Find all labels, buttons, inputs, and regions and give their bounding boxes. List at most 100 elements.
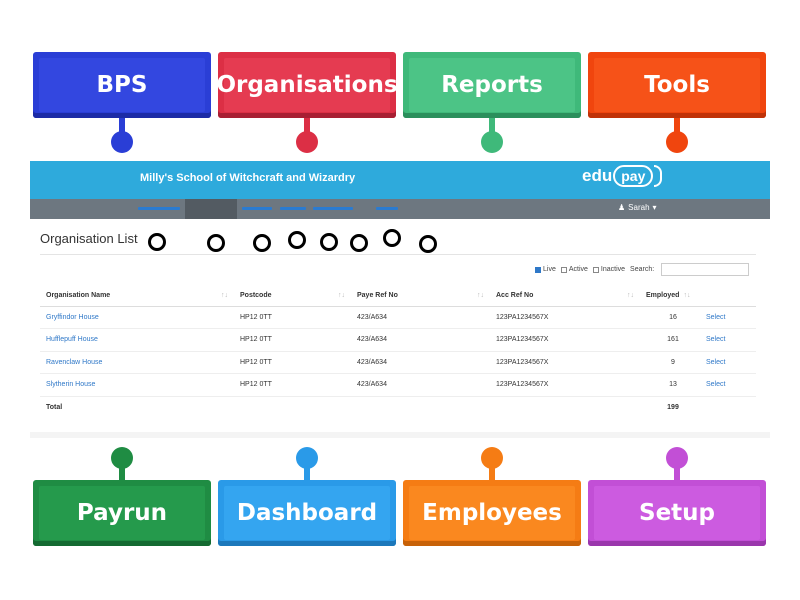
drop-target-marker-5[interactable]: [320, 233, 338, 251]
label-tile-organisations[interactable]: Organisations: [218, 52, 396, 118]
active-checkbox[interactable]: Active: [560, 266, 588, 273]
label-tile-reports[interactable]: Reports: [403, 52, 581, 118]
label-text: Tools: [644, 72, 710, 98]
label-text: Employees: [422, 500, 562, 526]
live-checkbox[interactable]: Live: [535, 266, 556, 273]
logo-pay: pay: [613, 165, 654, 187]
acc-ref-cell: 123PA1234567X: [490, 373, 640, 397]
drop-target-marker-8[interactable]: [419, 235, 437, 253]
label-text: Organisations: [218, 72, 396, 98]
select-link[interactable]: Select: [700, 328, 756, 352]
sort-icon[interactable]: ↑↓: [627, 292, 634, 300]
nav-item-obscured[interactable]: [242, 207, 272, 210]
label-tile-tools[interactable]: Tools: [588, 52, 766, 118]
postcode-cell: HP12 0TT: [234, 351, 351, 374]
empty-cell: [700, 396, 756, 419]
column-header-employed[interactable]: Employed ↑↓: [640, 286, 700, 307]
empty-cell: [490, 396, 640, 419]
column-label: Employed: [646, 292, 680, 300]
checkbox-box[interactable]: [592, 266, 599, 273]
postcode-cell: HP12 0TT: [234, 328, 351, 352]
column-header-organisation-name[interactable]: Organisation Name ↑↓: [40, 286, 234, 307]
checkbox-label: Active: [568, 266, 588, 273]
organisation-table: Organisation Name ↑↓ Postcode ↑↓ Paye Ref …: [40, 286, 756, 419]
sort-icon[interactable]: ↑↓: [221, 292, 228, 300]
checkbox-label: Live: [543, 266, 556, 273]
user-name: Sarah: [628, 203, 650, 212]
sort-icon[interactable]: ↑↓: [338, 292, 345, 300]
select-link[interactable]: Select: [700, 351, 756, 374]
filter-bar: Live Active Inactive Search:: [535, 263, 750, 276]
table-header-row: Organisation Name ↑↓ Postcode ↑↓ Paye Ref …: [40, 286, 756, 307]
acc-ref-cell: 123PA1234567X: [490, 328, 640, 352]
label-tile-payrun[interactable]: Payrun: [33, 480, 211, 546]
pin-dot: [296, 131, 318, 153]
organisation-name-link[interactable]: Ravenclaw House: [40, 351, 234, 374]
nav-item-obscured[interactable]: [280, 207, 306, 210]
select-link[interactable]: Select: [700, 373, 756, 397]
total-label: Total: [46, 404, 63, 411]
pin-dot: [111, 131, 133, 153]
label-tile-setup[interactable]: Setup: [588, 480, 766, 546]
organisation-name-link[interactable]: Gryffindor House: [40, 306, 234, 329]
pin-dot: [481, 447, 503, 469]
sort-icon[interactable]: ↑↓: [477, 292, 484, 300]
postcode-cell: HP12 0TT: [234, 306, 351, 329]
employed-cell: 13: [640, 373, 700, 397]
drop-target-marker-2[interactable]: [207, 234, 225, 252]
search-input[interactable]: [661, 263, 750, 276]
label-text: Setup: [639, 500, 715, 526]
pin-stem: [489, 118, 495, 132]
pin-dot: [296, 447, 318, 469]
paye-ref-cell: 423/A634: [351, 328, 490, 352]
empty-cell: [234, 396, 351, 419]
employed-cell: 9: [640, 351, 700, 374]
select-link[interactable]: Select: [700, 306, 756, 329]
drop-target-marker-3[interactable]: [253, 234, 271, 252]
paye-ref-cell: 423/A634: [351, 351, 490, 374]
drop-target-marker-6[interactable]: [350, 234, 368, 252]
pin-stem: [304, 466, 310, 480]
acc-ref-cell: 123PA1234567X: [490, 351, 640, 374]
organisation-name-link[interactable]: Slytherin House: [40, 373, 234, 397]
label-tile-employees[interactable]: Employees: [403, 480, 581, 546]
screenshot-footer: [30, 432, 770, 438]
label-text: Dashboard: [236, 500, 378, 526]
table-row: Hufflepuff House HP12 0TT 423/A634 123PA…: [40, 328, 756, 352]
pin-dot: [666, 447, 688, 469]
inactive-checkbox[interactable]: Inactive: [592, 266, 625, 273]
school-name: Milly's School of Witchcraft and Wizardr…: [140, 172, 356, 184]
pin-stem: [119, 118, 125, 132]
pin-stem: [674, 466, 680, 480]
pin-stem: [674, 118, 680, 132]
pin-dot: [481, 131, 503, 153]
postcode-cell: HP12 0TT: [234, 373, 351, 397]
chevron-down-icon: ▾: [652, 203, 657, 212]
nav-item-obscured[interactable]: [138, 207, 180, 210]
checkbox-box[interactable]: [535, 266, 541, 273]
sort-icon[interactable]: ↑↓: [683, 292, 691, 300]
pin-stem: [119, 466, 125, 480]
column-header-postcode[interactable]: Postcode ↑↓: [234, 286, 351, 307]
nav-bar: ♟ Sarah ▾: [30, 199, 770, 253]
drop-target-marker-4[interactable]: [288, 231, 306, 249]
pin-stem: [304, 118, 310, 132]
column-header-acc-ref[interactable]: Acc Ref No ↑↓: [490, 286, 640, 307]
logo-text: edu: [582, 166, 613, 185]
column-header-paye-ref[interactable]: Paye Ref No ↑↓: [351, 286, 490, 307]
label-tile-bps[interactable]: BPS: [33, 52, 211, 118]
search-label: Search:: [630, 266, 655, 273]
nav-item-obscured[interactable]: [313, 207, 353, 210]
organisation-name-link[interactable]: Hufflepuff House: [40, 328, 234, 352]
drop-target-marker-7[interactable]: [383, 229, 401, 247]
table-row: Gryffindor House HP12 0TT 423/A634 123PA…: [40, 306, 756, 329]
drop-target-marker-1[interactable]: [148, 233, 166, 251]
total-row: Total 199: [40, 396, 756, 419]
column-label: Acc Ref No: [496, 292, 534, 300]
label-tile-dashboard[interactable]: Dashboard: [218, 480, 396, 546]
user-menu[interactable]: ♟ Sarah ▾: [618, 203, 657, 212]
nav-item-obscured[interactable]: [376, 207, 398, 210]
table-row: Ravenclaw House HP12 0TT 423/A634 123PA1…: [40, 351, 756, 374]
checkbox-box[interactable]: [560, 266, 567, 273]
